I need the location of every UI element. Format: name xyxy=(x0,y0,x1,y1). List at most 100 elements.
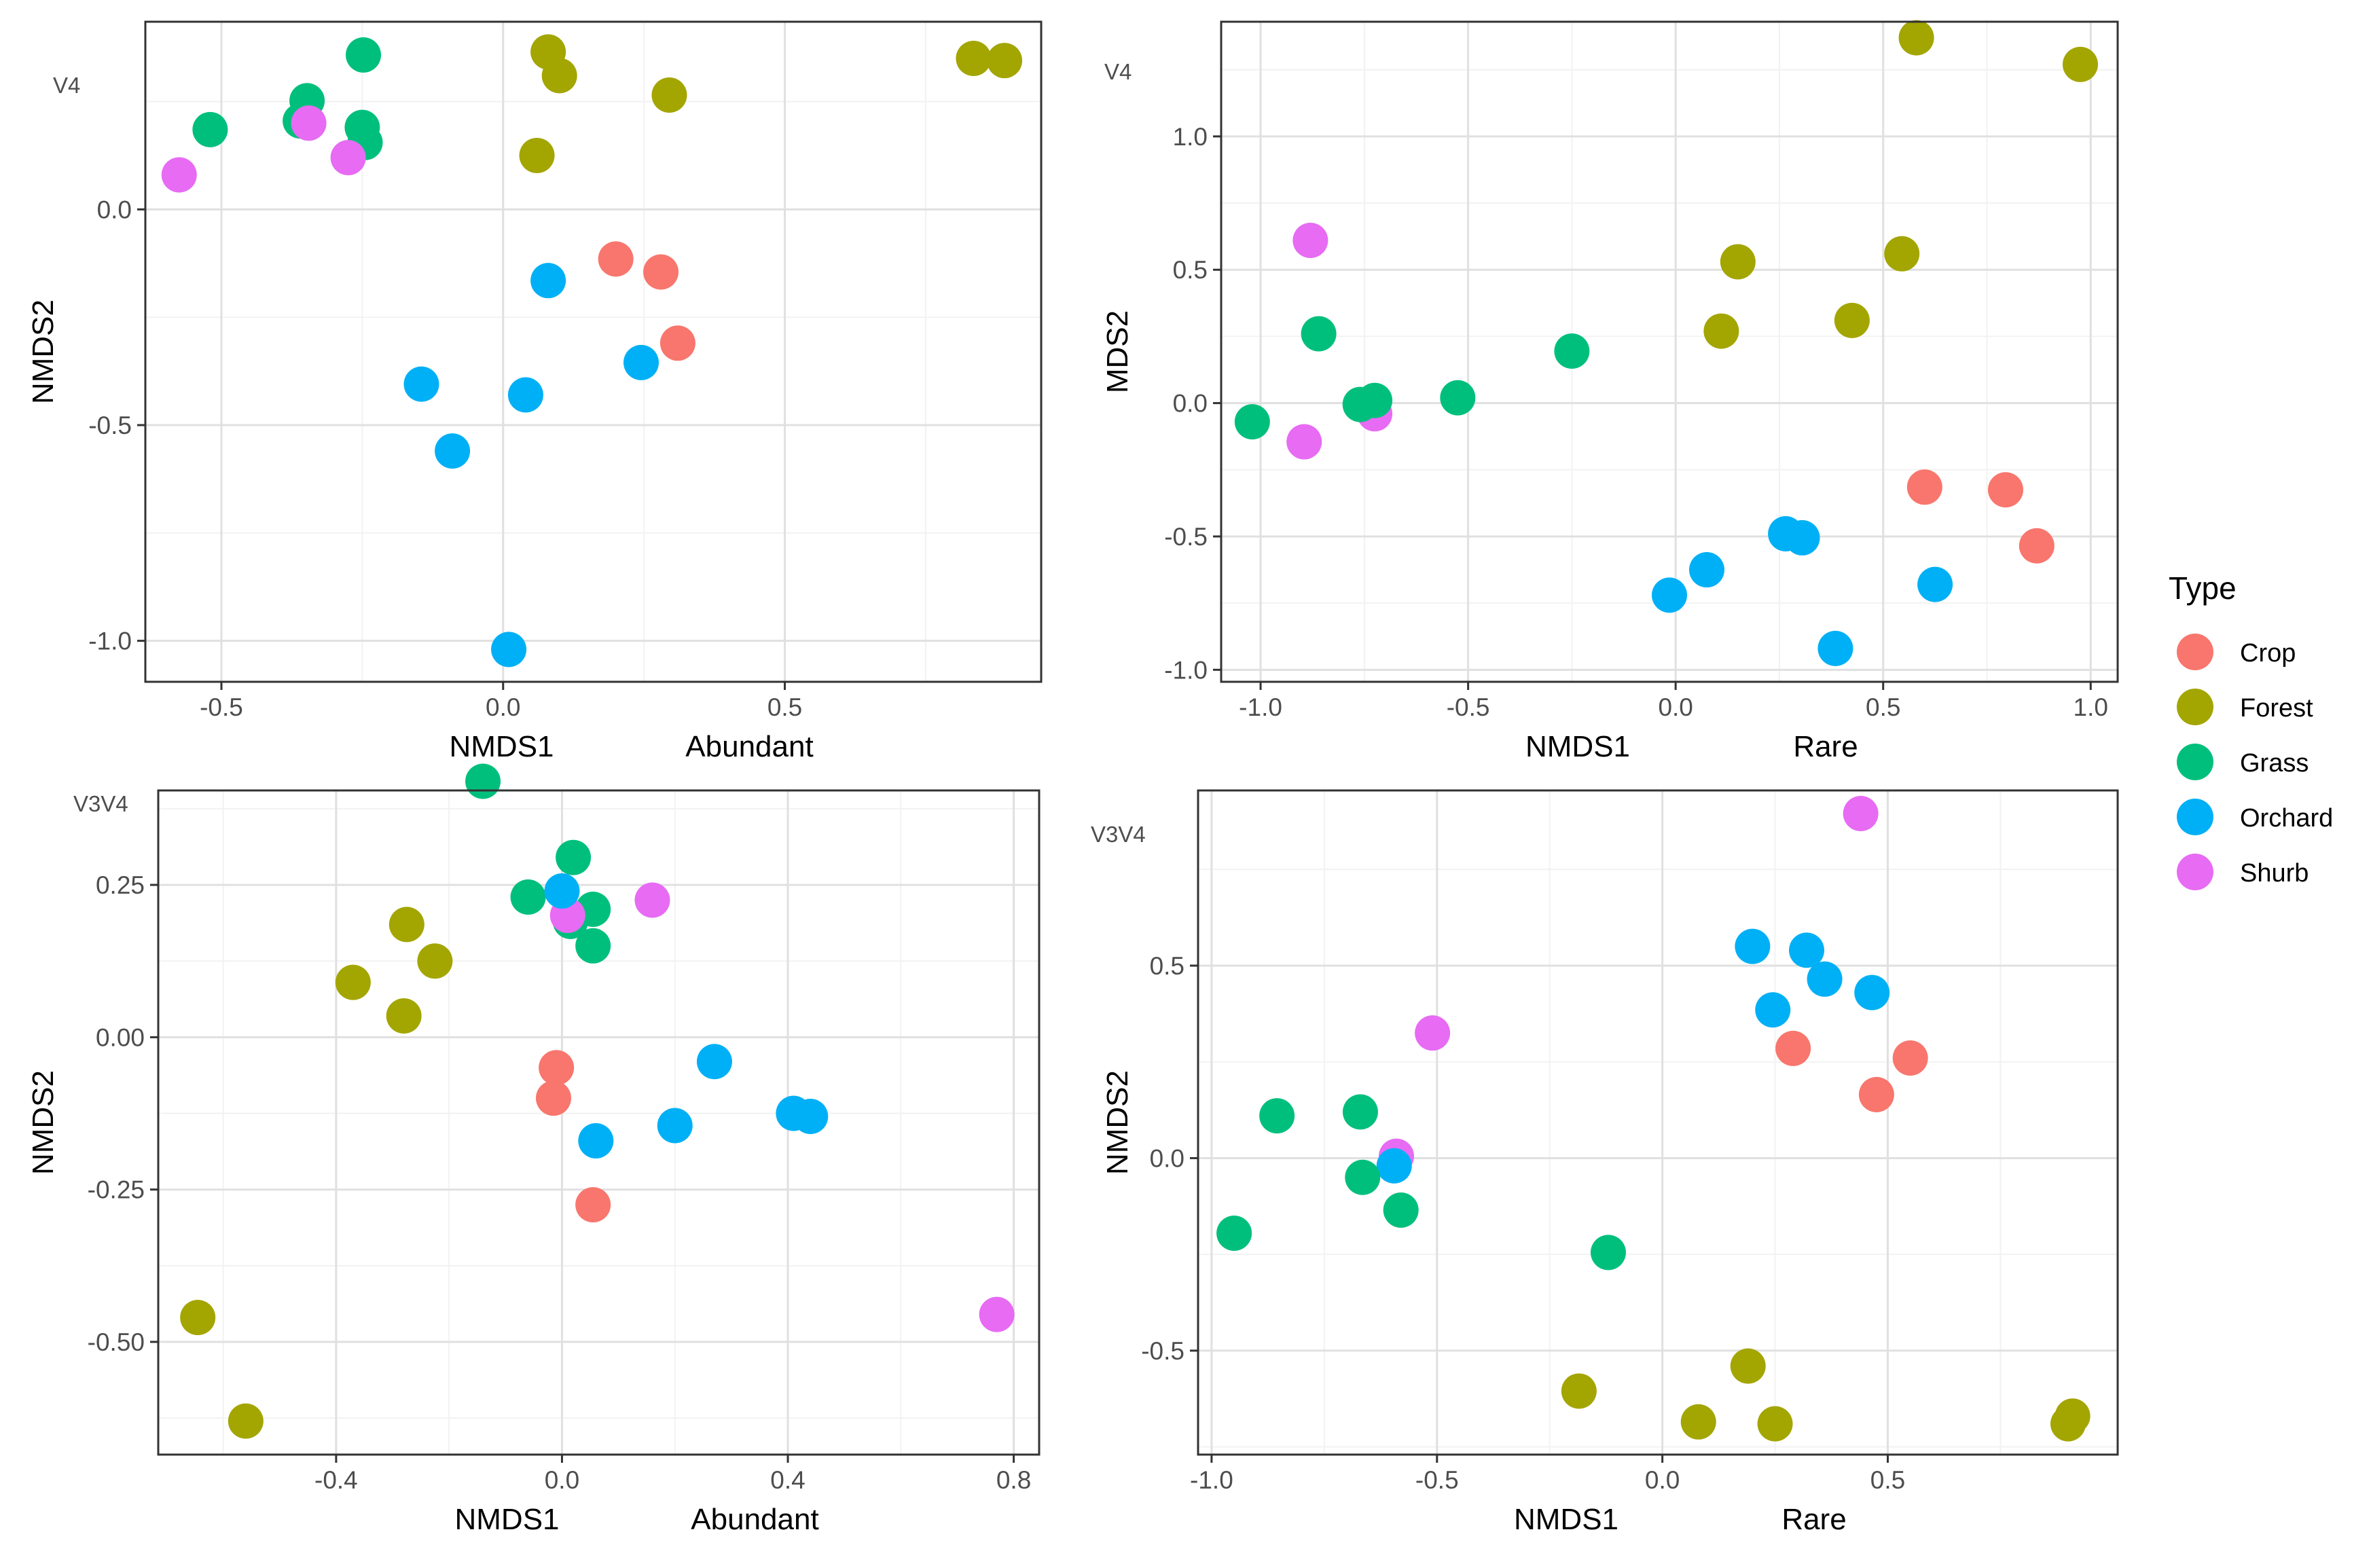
point-orchard xyxy=(1755,992,1791,1028)
point-forest xyxy=(417,943,453,979)
point-orchard xyxy=(1376,1148,1412,1184)
y-axis-title: NMDS2 xyxy=(26,1070,60,1175)
legend-item-grass: Grass xyxy=(2177,744,2309,780)
y-tick-label: 0.0 xyxy=(1173,390,1208,418)
plot-background xyxy=(145,22,1041,682)
x-axis-title: NMDS1 xyxy=(1525,730,1630,763)
y-tick-label: 0.5 xyxy=(1173,256,1208,284)
x-tick-label: -1.0 xyxy=(1190,1466,1233,1494)
legend-label: Grass xyxy=(2240,749,2309,778)
point-orchard xyxy=(530,263,566,299)
region-label: V3V4 xyxy=(1091,822,1146,847)
point-orchard xyxy=(657,1108,693,1144)
point-shurb xyxy=(1843,796,1879,832)
legend-title: Type xyxy=(2169,570,2237,606)
subset-label: Rare xyxy=(1781,1503,1846,1536)
point-orchard xyxy=(1689,552,1724,588)
point-grass xyxy=(346,37,382,73)
x-tick-label: 0.5 xyxy=(1866,693,1900,721)
point-forest xyxy=(1680,1404,1716,1440)
point-crop xyxy=(535,1080,571,1116)
point-orchard xyxy=(696,1044,732,1080)
x-axis-title: NMDS1 xyxy=(454,1503,559,1536)
point-grass xyxy=(192,111,228,147)
x-tick-label: 0.0 xyxy=(1658,693,1693,721)
point-grass xyxy=(1357,382,1393,418)
point-forest xyxy=(335,964,371,1000)
legend-label: Orchard xyxy=(2240,804,2333,833)
point-orchard xyxy=(623,344,659,380)
legend-key xyxy=(2177,744,2213,780)
plot-border xyxy=(1197,789,2119,1456)
point-grass xyxy=(1440,380,1476,416)
point-forest xyxy=(388,907,424,943)
plot-border xyxy=(1220,20,2119,683)
point-crop xyxy=(539,1050,575,1086)
y-tick-label: -0.5 xyxy=(88,412,132,439)
point-shurb xyxy=(634,882,670,918)
point-orchard xyxy=(1735,928,1771,964)
point-forest xyxy=(1703,313,1739,349)
point-forest xyxy=(2063,46,2098,82)
y-tick-label: -1.0 xyxy=(88,627,132,655)
point-orchard xyxy=(491,632,527,668)
point-crop xyxy=(643,254,679,290)
x-tick-label: 0.4 xyxy=(770,1466,805,1494)
plot-background xyxy=(158,790,1039,1455)
y-tick-label: -1.0 xyxy=(1164,656,1208,684)
point-crop xyxy=(1892,1040,1928,1076)
point-orchard xyxy=(1917,566,1953,602)
point-forest xyxy=(651,77,687,113)
point-shurb xyxy=(1292,223,1328,259)
point-forest xyxy=(1730,1348,1766,1384)
x-tick-label: 0.8 xyxy=(996,1466,1031,1494)
y-tick-label: 0.0 xyxy=(97,196,132,223)
plot-background xyxy=(1198,790,2118,1455)
point-shurb xyxy=(1286,424,1322,460)
x-tick-label: -1.0 xyxy=(1239,693,1282,721)
point-forest xyxy=(1834,302,1870,338)
plot-background xyxy=(1221,22,2118,682)
point-forest xyxy=(386,998,422,1034)
region-label: V3V4 xyxy=(73,791,128,816)
point-crop xyxy=(575,1187,611,1223)
x-tick-label: 1.0 xyxy=(2074,693,2108,721)
x-axis-title: NMDS1 xyxy=(1514,1503,1618,1536)
point-forest xyxy=(1757,1406,1793,1442)
y-tick-label: 0.0 xyxy=(1150,1144,1184,1172)
point-forest xyxy=(180,1300,216,1336)
x-axis-title: NMDS1 xyxy=(449,730,554,763)
x-tick-label: -0.5 xyxy=(200,693,243,721)
y-tick-label: 0.5 xyxy=(1150,952,1184,980)
panel-2: -1.0 -0.5 0.0 0.5 1.0 -1.0 -0.5 0.0 0.5 1.0 NMDS1 R… xyxy=(1101,20,2119,763)
x-tick-label: 0.0 xyxy=(545,1466,579,1494)
point-grass xyxy=(1590,1235,1626,1271)
gridlines xyxy=(1198,790,2118,1455)
point-grass xyxy=(556,839,592,875)
point-forest xyxy=(1720,244,1756,280)
point-orchard xyxy=(1652,577,1687,613)
y-tick-label: 0.00 xyxy=(96,1023,145,1051)
legend: Type Crop Forest Grass Orchard Shurb xyxy=(2169,570,2333,890)
legend-item-shurb: Shurb xyxy=(2177,854,2309,890)
legend-key xyxy=(2177,634,2213,670)
y-axis-title: MDS2 xyxy=(1101,310,1134,393)
x-tick-label: 0.5 xyxy=(1870,1466,1905,1494)
point-orchard xyxy=(435,433,471,469)
legend-key xyxy=(2177,854,2213,890)
point-shurb xyxy=(291,105,327,141)
legend-label: Forest xyxy=(2240,694,2313,723)
point-grass xyxy=(1383,1192,1419,1228)
point-forest xyxy=(519,137,555,173)
point-grass xyxy=(575,928,611,964)
point-grass xyxy=(465,763,501,799)
plot-border xyxy=(157,789,1040,1456)
point-grass xyxy=(1259,1098,1295,1134)
x-tick-label: -0.5 xyxy=(1447,693,1490,721)
plot-border xyxy=(144,20,1043,683)
legend-item-orchard: Orchard xyxy=(2177,799,2333,835)
point-grass xyxy=(1342,1094,1378,1130)
point-grass xyxy=(510,879,546,915)
region-label: V4 xyxy=(1104,59,1132,84)
point-orchard xyxy=(1817,630,1853,666)
